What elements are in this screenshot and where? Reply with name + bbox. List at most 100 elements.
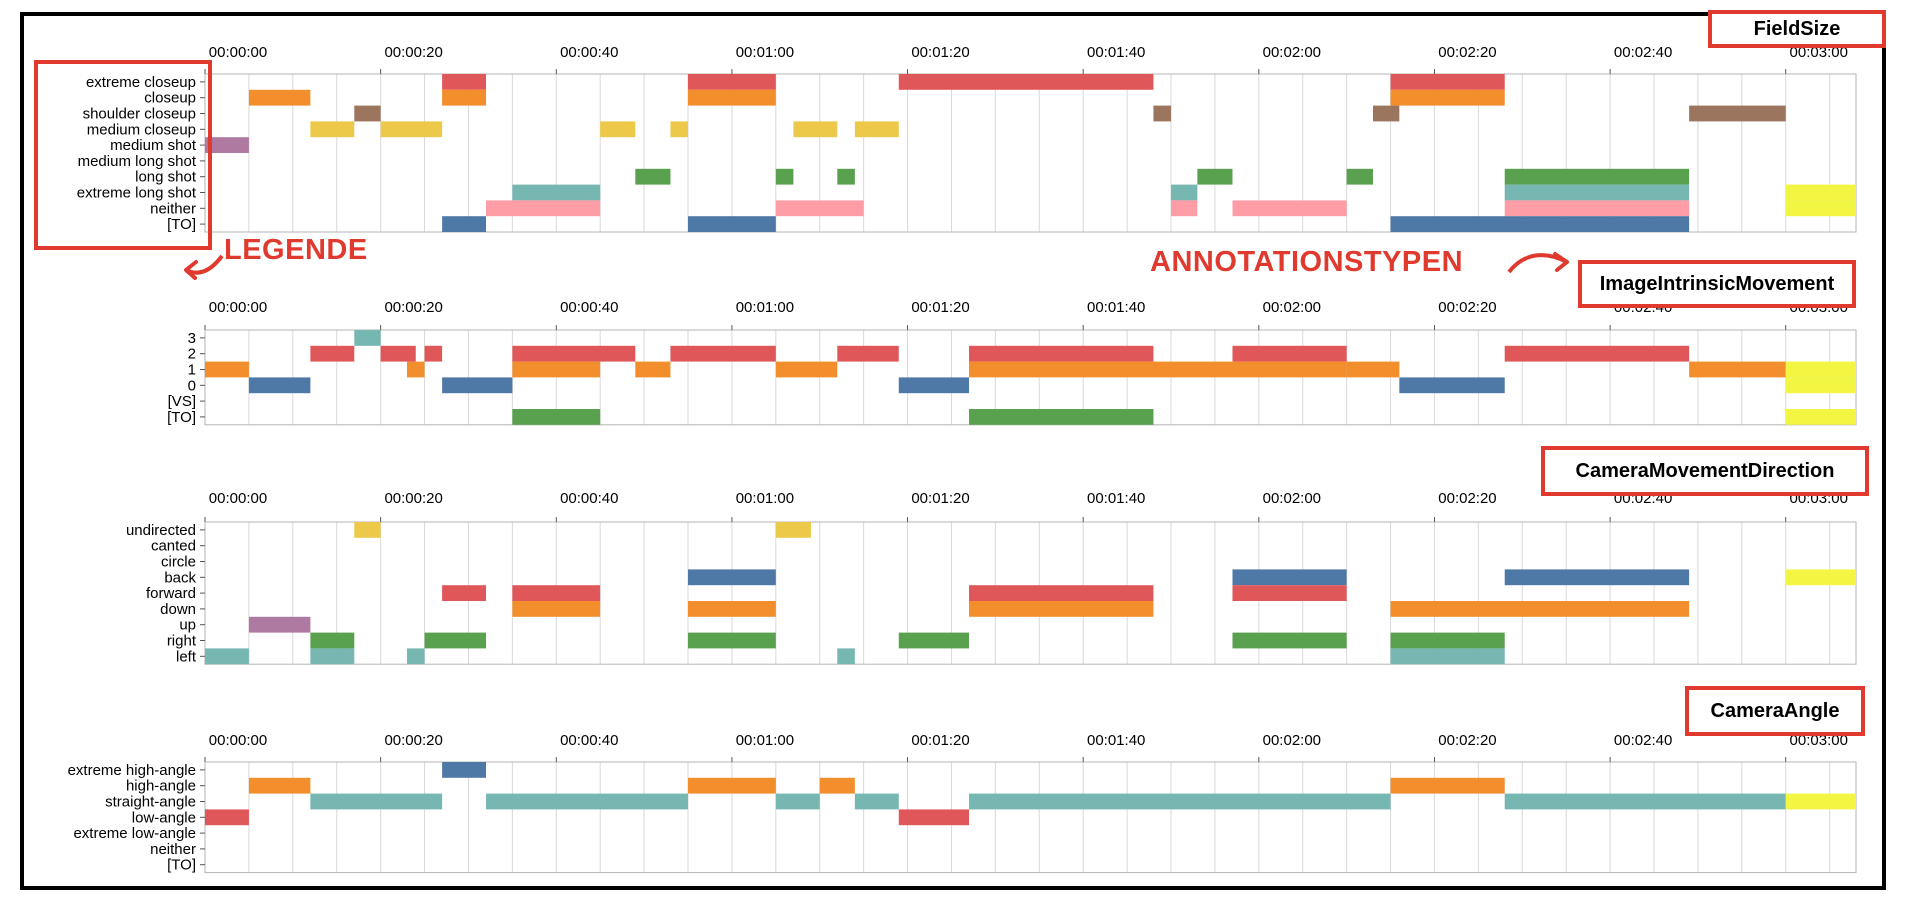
types-arrow-icon [1507,252,1569,274]
segment-bar [1171,184,1198,201]
category-label: up [179,617,196,634]
segment-bar [670,345,776,362]
category-label: forward [146,585,196,602]
category-label: low-angle [132,809,196,826]
segment-bar [205,137,249,153]
segment-bar [1785,377,1856,394]
segment-bar [688,216,776,232]
category-label: [VS] [168,393,196,410]
segment-bar [854,793,899,810]
segment-bar [1346,168,1373,185]
category-label: medium closeup [87,121,196,138]
segment-bar [1153,105,1172,122]
segment-bar [775,168,794,185]
segment-bar [837,648,855,665]
segment-bar [512,409,601,425]
segment-bar [898,74,1154,90]
segment-bar [898,377,970,394]
time-tick-label: 00:02:40 [1614,732,1672,749]
segment-bar [1785,361,1856,378]
time-tick-label: 00:00:40 [560,44,618,61]
category-label: extreme low-angle [73,825,196,842]
time-tick-label: 00:01:20 [911,299,969,316]
segment-bar [310,793,443,810]
segment-bar [442,74,487,90]
segment-bar [205,361,249,378]
segment-bar [1232,585,1347,601]
time-tick-label: 00:00:40 [560,299,618,316]
segment-bar [442,89,487,106]
segment-bar [1689,105,1786,122]
segment-bar [310,345,355,362]
segment-bar [1390,216,1690,232]
category-label: [TO] [167,857,196,874]
segment-bar [1390,601,1690,617]
category-label: 0 [188,377,196,394]
category-label: right [167,633,197,650]
segment-bar [688,777,776,794]
segment-bar [1504,200,1690,217]
segment-bar [442,377,513,394]
segment-bar [1785,569,1856,586]
time-tick-label: 00:02:20 [1438,490,1496,507]
category-label: back [164,569,196,586]
category-label: [TO] [167,216,196,233]
category-label: straight-angle [105,794,196,811]
annotation-types-label: ANNOTATIONSTYPEN [1150,246,1464,278]
time-tick-label: 00:01:00 [736,732,794,749]
category-label: neither [150,200,196,217]
title-camera-movement-direction: CameraMovementDirection [1541,446,1869,496]
segment-bar [424,632,487,649]
time-tick-label: 00:00:40 [560,732,618,749]
title-fieldsize: FieldSize [1708,10,1886,48]
category-label: circle [161,554,196,571]
segment-bar [688,89,776,106]
segment-bar [442,585,487,601]
segment-bar [969,585,1154,601]
category-label: undirected [126,522,196,539]
legend-arrow-icon [184,254,224,280]
segment-bar [1232,345,1347,362]
time-tick-label: 00:01:40 [1087,44,1145,61]
segment-bar [1232,200,1347,217]
segment-bar [248,377,311,394]
time-tick-label: 00:00:20 [384,490,442,507]
legend-annotation: LEGENDE [224,234,368,266]
category-label: 2 [188,346,196,363]
segment-bar [1390,648,1505,665]
segment-bar [1372,105,1400,122]
segment-bar [837,345,899,362]
segment-bar [310,121,355,138]
legend-highlight-box [34,60,212,250]
segment-bar [205,648,249,665]
category-label: medium long shot [78,153,197,170]
segment-bar [512,361,601,378]
segment-bar [354,522,381,538]
segment-bar [310,632,355,649]
segment-bar [688,569,776,586]
segment-bar [1504,184,1690,201]
segment-bar [1504,345,1690,362]
category-label: extreme high-angle [68,762,196,779]
segment-bar [635,361,671,378]
time-tick-label: 00:00:00 [209,299,267,316]
time-tick-label: 00:02:00 [1263,490,1321,507]
segment-bar [248,616,311,633]
segment-bar [969,345,1154,362]
title-image-intrinsic-movement: ImageIntrinsicMovement [1578,260,1856,308]
segment-bar [1785,200,1856,217]
segment-bar [486,793,689,810]
time-tick-label: 00:01:00 [736,44,794,61]
category-label: left [176,648,197,665]
segment-bar [1504,569,1690,586]
time-tick-label: 00:01:20 [911,490,969,507]
category-label: extreme long shot [77,185,197,202]
segment-bar [688,601,776,617]
segment-bar [670,121,689,138]
panel-CameraAngle: 00:00:00 00:00:20 00:00:40 00:01:00 00:01:20… [68,732,1857,874]
segment-bar [775,361,838,378]
segment-bar [1504,793,1786,810]
segment-bar [406,361,425,378]
segment-bar [354,105,381,122]
